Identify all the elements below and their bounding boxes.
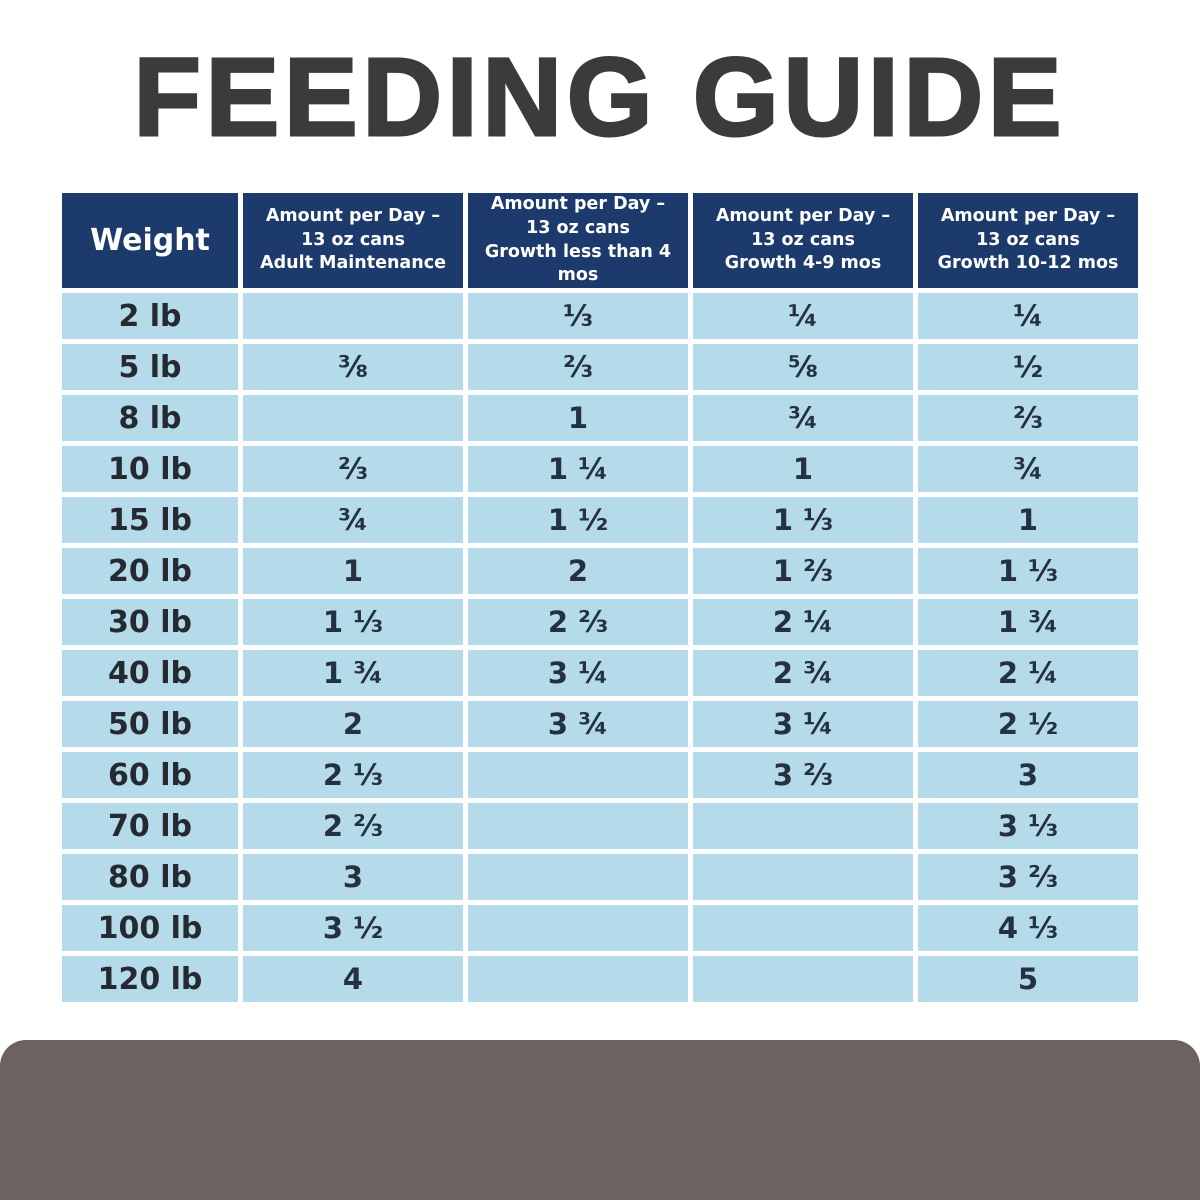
bottom-panel xyxy=(0,1040,1200,1200)
amount-cell: 2 xyxy=(243,701,463,747)
amount-cell: ½ xyxy=(918,344,1138,390)
column-header-adult-maintenance: Amount per Day – 13 oz cans Adult Mainte… xyxy=(243,193,463,288)
amount-cell: 2 ¾ xyxy=(693,650,913,696)
amount-cell xyxy=(468,803,688,849)
page-title: FEEDING GUIDE xyxy=(132,35,1067,161)
weight-cell: 50 lb xyxy=(62,701,238,747)
weight-cell: 70 lb xyxy=(62,803,238,849)
weight-cell: 120 lb xyxy=(62,956,238,1002)
amount-cell: 3 ⅓ xyxy=(918,803,1138,849)
amount-cell: 2 ⅔ xyxy=(243,803,463,849)
weight-cell: 100 lb xyxy=(62,905,238,951)
amount-cell: 1 xyxy=(918,497,1138,543)
column-header-growth-4-9-mos: Amount per Day – 13 oz cans Growth 4-9 m… xyxy=(693,193,913,288)
amount-cell: 1 xyxy=(468,395,688,441)
amount-cell xyxy=(693,905,913,951)
amount-cell: 1 ¼ xyxy=(468,446,688,492)
amount-cell: ⅔ xyxy=(468,344,688,390)
weight-cell: 30 lb xyxy=(62,599,238,645)
amount-cell: 1 ½ xyxy=(468,497,688,543)
amount-cell: ¾ xyxy=(918,446,1138,492)
amount-cell: 1 ¾ xyxy=(918,599,1138,645)
amount-cell: 4 xyxy=(243,956,463,1002)
amount-cell: ⅜ xyxy=(243,344,463,390)
amount-cell: 1 ⅓ xyxy=(243,599,463,645)
amount-cell xyxy=(468,854,688,900)
amount-cell: 3 xyxy=(918,752,1138,798)
amount-cell: 2 ⅔ xyxy=(468,599,688,645)
amount-cell xyxy=(693,803,913,849)
amount-cell: ⅓ xyxy=(468,293,688,339)
amount-cell: 3 ¾ xyxy=(468,701,688,747)
weight-cell: 15 lb xyxy=(62,497,238,543)
amount-cell: ¼ xyxy=(693,293,913,339)
amount-cell xyxy=(693,854,913,900)
amount-cell: 3 ½ xyxy=(243,905,463,951)
amount-cell: ¾ xyxy=(243,497,463,543)
amount-cell: 4 ⅓ xyxy=(918,905,1138,951)
amount-cell: 2 xyxy=(468,548,688,594)
amount-cell: 1 xyxy=(693,446,913,492)
amount-cell: 3 ⅔ xyxy=(918,854,1138,900)
weight-cell: 8 lb xyxy=(62,395,238,441)
column-header-growth-less-than-4-mos: Amount per Day – 13 oz cans Growth less … xyxy=(468,193,688,288)
amount-cell xyxy=(468,905,688,951)
amount-cell: 2 ¼ xyxy=(693,599,913,645)
weight-cell: 80 lb xyxy=(62,854,238,900)
amount-cell: 1 ⅓ xyxy=(693,497,913,543)
amount-cell xyxy=(243,395,463,441)
amount-cell: ⅔ xyxy=(243,446,463,492)
amount-cell: 3 ¼ xyxy=(468,650,688,696)
amount-cell xyxy=(243,293,463,339)
amount-cell xyxy=(468,752,688,798)
amount-cell xyxy=(693,956,913,1002)
amount-cell: 2 ½ xyxy=(918,701,1138,747)
amount-cell: 1 ¾ xyxy=(243,650,463,696)
weight-cell: 2 lb xyxy=(62,293,238,339)
weight-cell: 60 lb xyxy=(62,752,238,798)
amount-cell: 1 ⅓ xyxy=(918,548,1138,594)
weight-cell: 10 lb xyxy=(62,446,238,492)
amount-cell: ¾ xyxy=(693,395,913,441)
column-header-weight: Weight xyxy=(62,193,238,288)
weight-cell: 5 lb xyxy=(62,344,238,390)
amount-cell: 1 xyxy=(243,548,463,594)
feeding-guide-table: Weight Amount per Day – 13 oz cans Adult… xyxy=(62,193,1138,1002)
amount-cell: 3 xyxy=(243,854,463,900)
amount-cell: 3 ¼ xyxy=(693,701,913,747)
column-header-growth-10-12-mos: Amount per Day – 13 oz cans Growth 10-12… xyxy=(918,193,1138,288)
amount-cell: ⅔ xyxy=(918,395,1138,441)
amount-cell: ⅝ xyxy=(693,344,913,390)
amount-cell: 5 xyxy=(918,956,1138,1002)
amount-cell: 2 ¼ xyxy=(918,650,1138,696)
amount-cell: 1 ⅔ xyxy=(693,548,913,594)
weight-cell: 40 lb xyxy=(62,650,238,696)
amount-cell: 3 ⅔ xyxy=(693,752,913,798)
amount-cell: 2 ⅓ xyxy=(243,752,463,798)
weight-cell: 20 lb xyxy=(62,548,238,594)
amount-cell: ¼ xyxy=(918,293,1138,339)
amount-cell xyxy=(468,956,688,1002)
